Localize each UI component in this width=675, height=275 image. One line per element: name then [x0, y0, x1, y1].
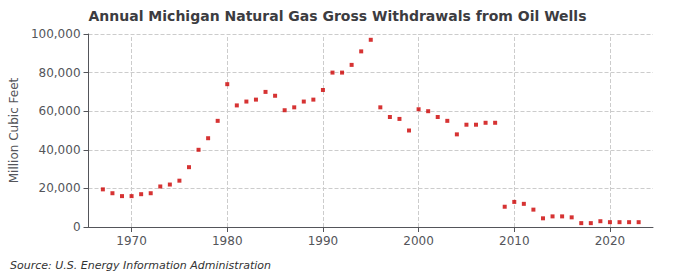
svg-text:2000: 2000 — [403, 234, 434, 248]
svg-text:100,000: 100,000 — [31, 27, 81, 41]
svg-text:60,000: 60,000 — [39, 104, 81, 118]
svg-text:Source: U.S. Energy Informatio: Source: U.S. Energy Information Administ… — [10, 259, 271, 272]
svg-text:2010: 2010 — [499, 234, 530, 248]
svg-text:1990: 1990 — [308, 234, 339, 248]
svg-text:80,000: 80,000 — [39, 66, 81, 80]
svg-text:Annual Michigan Natural Gas Gr: Annual Michigan Natural Gas Gross Withdr… — [89, 8, 587, 24]
svg-text:1980: 1980 — [212, 234, 243, 248]
svg-text:2020: 2020 — [595, 234, 626, 248]
svg-text:1970: 1970 — [116, 234, 147, 248]
svg-text:20,000: 20,000 — [39, 181, 81, 195]
svg-text:0: 0 — [73, 220, 81, 234]
svg-text:40,000: 40,000 — [39, 143, 81, 157]
svg-text:Million Cubic Feet: Million Cubic Feet — [7, 77, 21, 183]
